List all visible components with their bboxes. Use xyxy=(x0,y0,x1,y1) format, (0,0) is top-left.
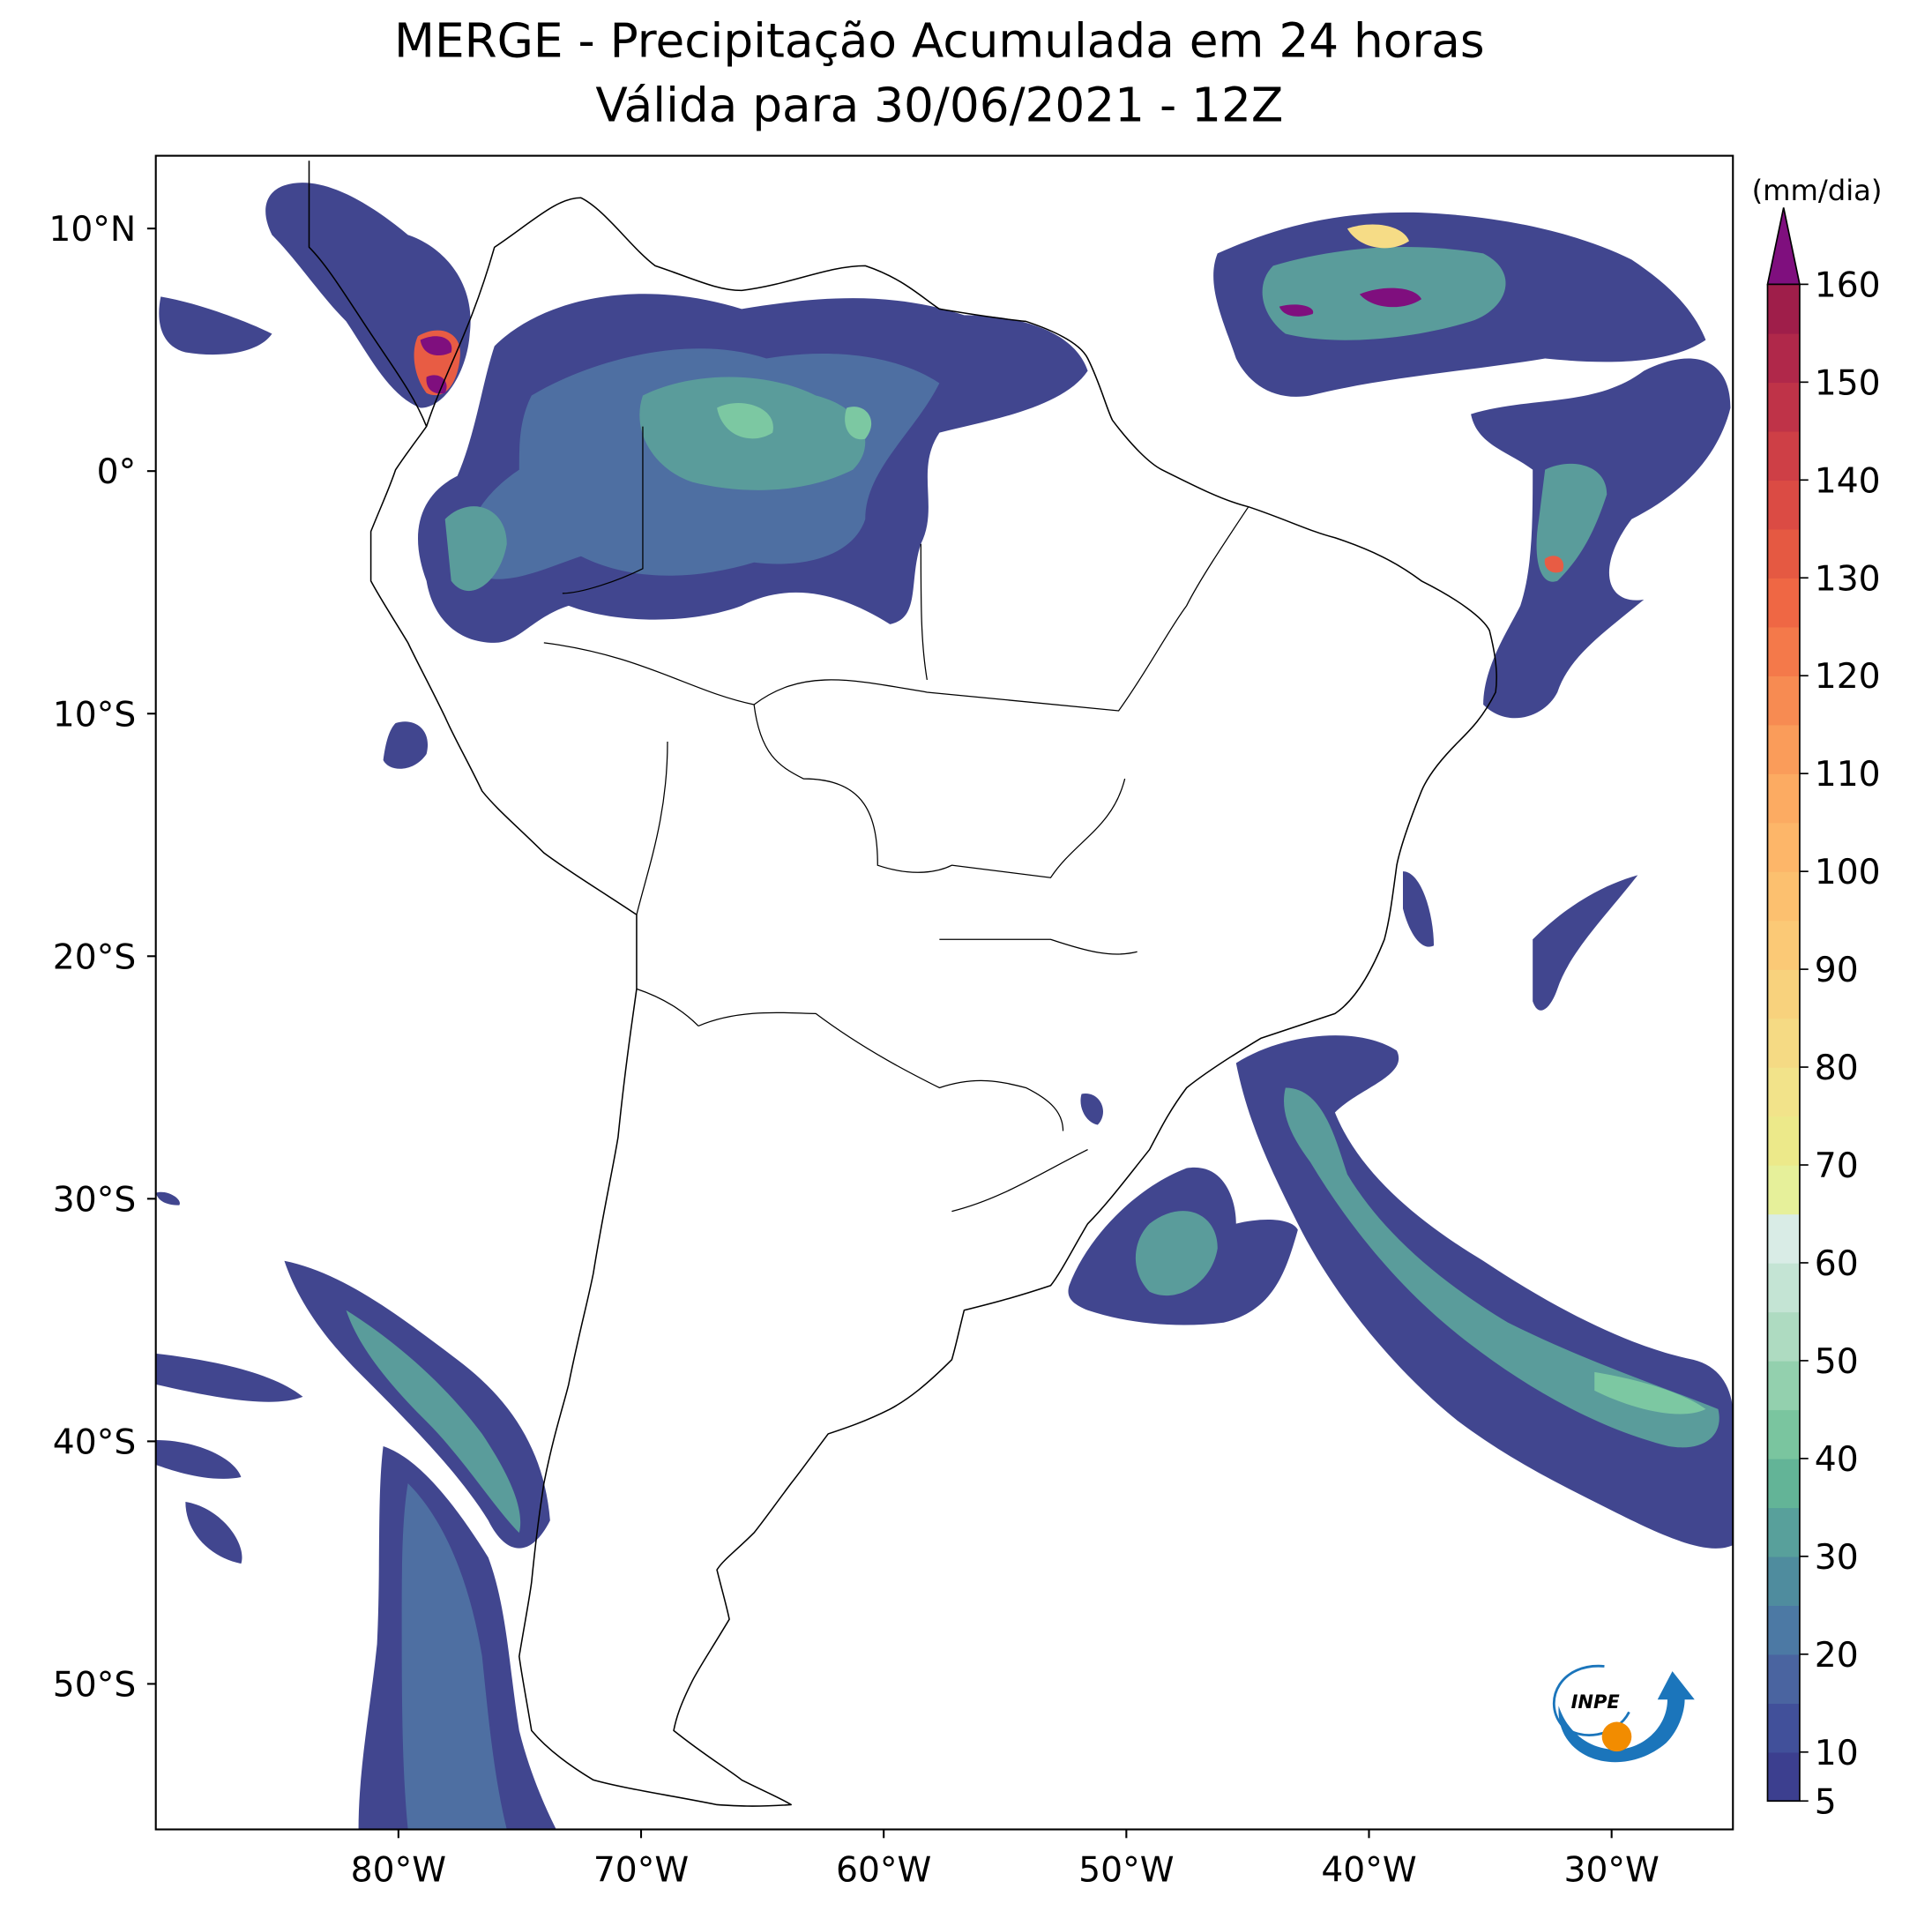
colorbar-segment xyxy=(1767,1116,1800,1166)
precip-areas xyxy=(155,183,1734,1830)
y-tick-label: 10°N xyxy=(48,210,136,250)
precip-area xyxy=(159,183,471,408)
logo-arrow xyxy=(1558,1671,1695,1763)
colorbar-tick-label: 130 xyxy=(1815,559,1881,599)
x-tick-label: 70°W xyxy=(593,1850,689,1890)
precip-area xyxy=(1402,871,1638,1011)
precip-area xyxy=(346,1310,521,1534)
colorbar-segment xyxy=(1767,1653,1800,1704)
y-tick-label: 20°S xyxy=(53,937,136,977)
colorbar-tick-label: 90 xyxy=(1815,951,1859,990)
x-tick-label: 60°W xyxy=(836,1850,931,1890)
colorbar-segment xyxy=(1767,1507,1800,1557)
y-tick-label: 40°S xyxy=(53,1422,136,1462)
x-tick-label: 30°W xyxy=(1563,1850,1659,1890)
map-area xyxy=(155,160,1734,1830)
colorbar-segment xyxy=(1767,1751,1800,1802)
map-subtitle: Válida para 30/06/2021 - 12Z xyxy=(595,78,1283,132)
y-tick-label: 30°S xyxy=(53,1180,136,1220)
colorbar-segment xyxy=(1767,528,1800,579)
map-frame xyxy=(154,154,1734,1831)
colorbar-segment xyxy=(1767,1213,1800,1264)
colorbar-segment xyxy=(1767,969,1800,1019)
logo-text: INPE xyxy=(1571,1691,1621,1713)
logo-dot xyxy=(1601,1721,1632,1752)
colorbar-tick-label: 20 xyxy=(1815,1636,1859,1676)
colorbar-tick-label: 100 xyxy=(1815,853,1881,892)
coastline xyxy=(369,197,1497,1807)
colorbar-tick-label: 50 xyxy=(1815,1342,1859,1382)
colorbar-label: (mm/dia) xyxy=(1752,174,1883,207)
map-title: MERGE - Precipitação Acumulada em 24 hor… xyxy=(394,13,1485,68)
colorbar-segment xyxy=(1767,1311,1800,1362)
colorbar-segment xyxy=(1767,1360,1800,1411)
x-tick-label: 50°W xyxy=(1078,1850,1174,1890)
colorbar-segment xyxy=(1767,920,1800,970)
precip-area xyxy=(1536,463,1608,582)
colorbar-segment xyxy=(1767,284,1800,334)
border xyxy=(543,426,1249,1213)
precip-area xyxy=(1346,224,1410,249)
colorbar-tick-label: 150 xyxy=(1815,363,1881,403)
colorbar-tick-label: 110 xyxy=(1815,755,1881,795)
colorbar-tick-label: 120 xyxy=(1815,657,1881,697)
colorbar-segment xyxy=(1767,1556,1800,1607)
colorbar-segment xyxy=(1767,626,1800,676)
colorbar-segment xyxy=(1767,676,1800,726)
colorbar-tick-label: 160 xyxy=(1815,265,1881,305)
colorbar-segment xyxy=(1767,1703,1800,1753)
colorbar-tick-label: 5 xyxy=(1815,1782,1837,1822)
colorbar-tick-label: 40 xyxy=(1815,1440,1859,1480)
colorbar-tick-label: 80 xyxy=(1815,1049,1859,1088)
colorbar-segment xyxy=(1767,724,1800,774)
colorbar-segment xyxy=(1767,1605,1800,1655)
precip-area xyxy=(1544,556,1564,573)
colorbar-tick-label: 70 xyxy=(1815,1146,1859,1186)
y-tick-label: 0° xyxy=(97,452,137,492)
precip-area xyxy=(401,1483,507,1830)
colorbar-tick-label: 60 xyxy=(1815,1244,1859,1284)
precip-area xyxy=(717,403,872,440)
y-tick-label: 10°S xyxy=(53,695,136,735)
precip-area xyxy=(1471,358,1731,719)
colorbar-segment xyxy=(1767,773,1800,824)
colorbar: (mm/dia) 5 10 20 30 40 50 60 70 80 90 100 110 120 130… xyxy=(1752,174,1883,1822)
precip-area xyxy=(1279,287,1422,317)
colorbar-tick-label: 30 xyxy=(1815,1538,1859,1578)
colorbar-segment xyxy=(1767,332,1800,384)
x-tick-label: 80°W xyxy=(351,1850,446,1890)
colorbar-segment xyxy=(1767,382,1800,432)
colorbar-segment xyxy=(1767,480,1800,530)
colorbar-segment xyxy=(1767,1067,1800,1117)
precip-area xyxy=(155,721,1103,1564)
colorbar-tick-label: 10 xyxy=(1815,1734,1859,1773)
precip-area xyxy=(420,336,452,394)
colorbar-segment xyxy=(1767,1018,1800,1068)
logo: INPE xyxy=(1552,1664,1695,1763)
coastline xyxy=(308,160,428,427)
axes: 80°W 70°W 60°W 50°W 40°W 30°W 10°N 0° 10°S 20°S 30… xyxy=(48,210,1659,1890)
colorbar-extend xyxy=(1766,207,1801,286)
colorbar-segment xyxy=(1767,1262,1800,1313)
colorbar-segment xyxy=(1767,822,1800,872)
x-tick-label: 40°W xyxy=(1321,1850,1416,1890)
colorbar-segment xyxy=(1767,578,1800,628)
colorbar-tick-label: 140 xyxy=(1815,461,1881,501)
colorbar-segment xyxy=(1767,871,1800,922)
colorbar-segment xyxy=(1767,1165,1800,1215)
colorbar-segment xyxy=(1767,430,1800,481)
colorbar-segment xyxy=(1767,1409,1800,1459)
precip-area xyxy=(155,1260,550,1549)
precip-area xyxy=(1135,1211,1218,1296)
y-tick-label: 50°S xyxy=(53,1665,136,1705)
colorbar-segment xyxy=(1767,1458,1800,1509)
colorbar-outline xyxy=(1766,284,1801,1803)
precip-area xyxy=(1594,1371,1706,1415)
